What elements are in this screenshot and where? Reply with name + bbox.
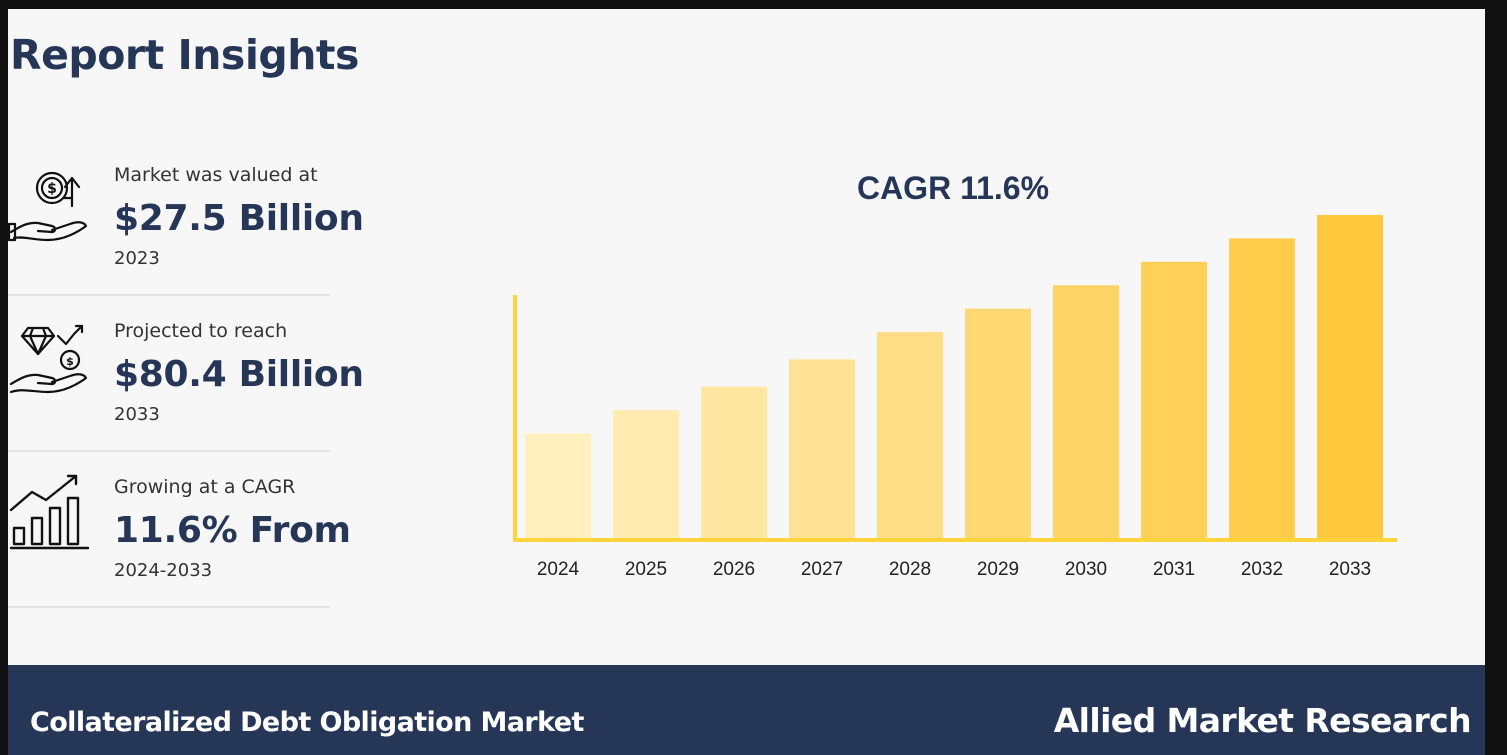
stat-year: 2023: [114, 248, 160, 269]
stat-cagr: Growing at a CAGR 11.6% From 2024-2033: [8, 452, 330, 608]
diamond-hand-icon: $: [8, 314, 92, 398]
x-tick-label: 2029: [977, 559, 1019, 580]
bar-2031: [1141, 262, 1207, 539]
x-tick-label: 2030: [1065, 559, 1107, 580]
stat-label: Growing at a CAGR: [114, 476, 295, 498]
bar-2033: [1317, 215, 1383, 539]
bar-2027: [789, 359, 855, 539]
x-tick-label: 2027: [801, 559, 843, 580]
x-tick-label: 2032: [1241, 559, 1283, 580]
page-title: Report Insights: [10, 31, 359, 79]
x-tick-label: 2026: [713, 559, 755, 580]
stat-label: Market was valued at: [114, 164, 318, 186]
bar-2030: [1053, 285, 1119, 539]
growth-chart-icon: [8, 470, 92, 554]
stat-value: 11.6% From: [114, 510, 351, 551]
x-tick-label: 2025: [625, 559, 667, 580]
stat-label: Projected to reach: [114, 320, 287, 342]
svg-text:$: $: [66, 355, 74, 368]
divider: [8, 606, 330, 608]
stat-year: 2024-2033: [114, 560, 212, 581]
report-card: Report Insights $ Market was valued at $…: [8, 9, 1485, 665]
chart-title: CAGR 11.6%: [857, 170, 1049, 206]
bar-2028: [877, 332, 943, 539]
stat-value: $80.4 Billion: [114, 354, 364, 395]
stat-market-value: $ Market was valued at $27.5 Billion 202…: [8, 140, 330, 296]
stat-projected-value: $ Projected to reach $80.4 Billion 2033: [8, 296, 330, 452]
stat-year: 2033: [114, 404, 160, 425]
bar-2024: [525, 434, 591, 539]
bar-2032: [1229, 238, 1295, 539]
x-tick-label: 2033: [1329, 559, 1371, 580]
money-hand-icon: $: [8, 158, 92, 242]
bar-2025: [613, 410, 679, 539]
x-tick-label: 2028: [889, 559, 931, 580]
brand-logo-text: Allied Market Research: [1054, 701, 1471, 740]
market-name: Collateralized Debt Obligation Market: [30, 707, 584, 738]
chart-canvas: CAGR 11.6% 2024 2025 2026 2027 2028 2029 2030 20…: [488, 159, 1418, 589]
cagr-bar-chart: CAGR 11.6% 2024 2025 2026 2027 2028 2029 2030 20…: [488, 159, 1418, 589]
bar-2026: [701, 387, 767, 539]
stat-value: $27.5 Billion: [114, 198, 364, 239]
x-tick-label: 2024: [537, 559, 580, 580]
bar-2029: [965, 309, 1031, 539]
x-tick-label: 2031: [1153, 559, 1195, 580]
svg-text:$: $: [47, 181, 57, 197]
footer-bar: Collateralized Debt Obligation Market Al…: [8, 665, 1485, 755]
